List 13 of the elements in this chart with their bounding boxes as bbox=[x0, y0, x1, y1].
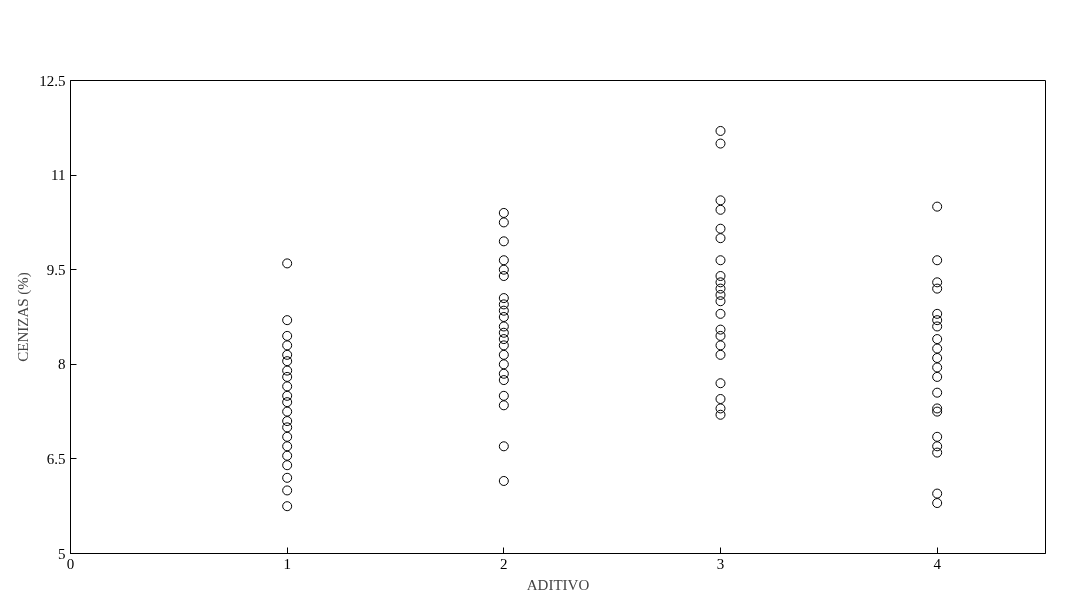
x-tick-label: 0 bbox=[66, 555, 75, 572]
y-tick-label: 11 bbox=[51, 167, 66, 184]
x-tick-label: 2 bbox=[500, 555, 508, 572]
y-tick-label: 6.5 bbox=[46, 450, 66, 467]
x-tick-label: 1 bbox=[283, 555, 291, 572]
y-tick-label: 12.5 bbox=[39, 72, 66, 89]
y-tick-label: 9.5 bbox=[46, 261, 66, 278]
y-axis-title: CENIZAS (%) bbox=[15, 272, 33, 362]
x-axis-title: ADITIVO bbox=[526, 576, 590, 593]
x-tick-label: 3 bbox=[716, 555, 725, 572]
x-tick-label: 4 bbox=[933, 555, 942, 572]
y-tick-label: 5 bbox=[58, 545, 66, 562]
y-tick-label: 8 bbox=[58, 356, 66, 373]
